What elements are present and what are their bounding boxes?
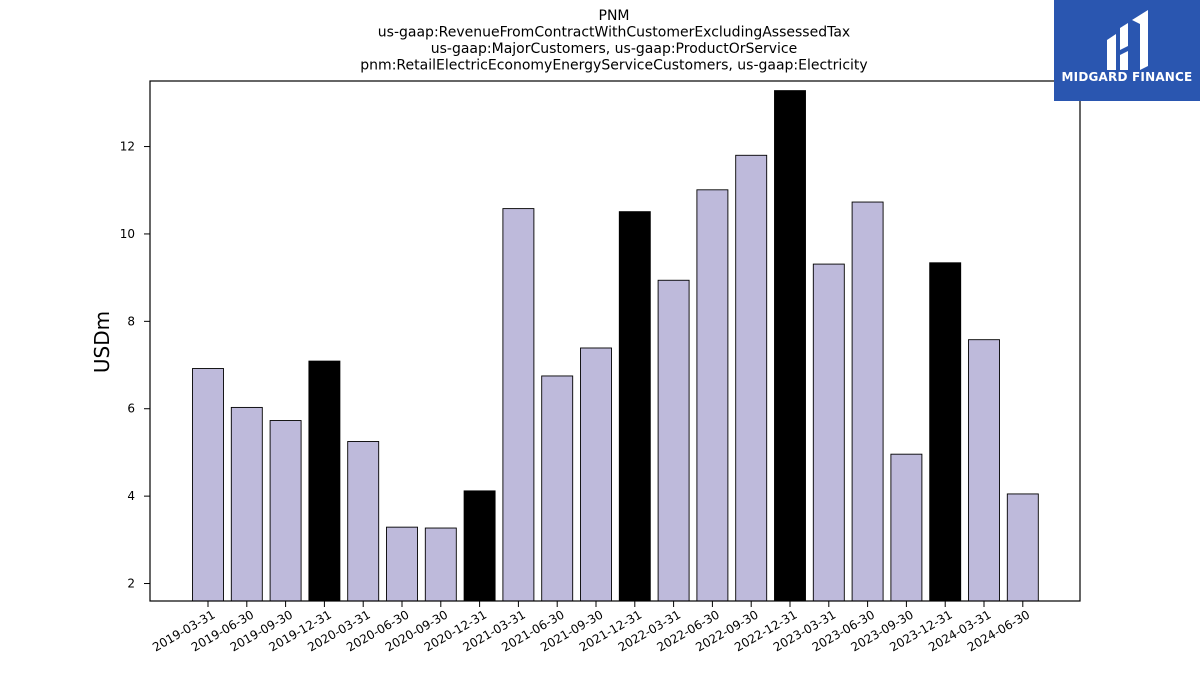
bar	[424, 527, 457, 602]
bar	[1006, 493, 1039, 602]
bar	[192, 368, 224, 602]
y-tick-label: 12	[120, 140, 135, 154]
bar	[657, 279, 690, 602]
y-axis-label: USDm	[90, 311, 114, 373]
title-line: us-gaap:MajorCustomers, us-gaap:ProductO…	[431, 41, 797, 57]
logo-mark-icon	[1107, 10, 1148, 70]
bar	[735, 154, 768, 602]
bar	[269, 420, 302, 602]
bar	[696, 189, 729, 602]
x-axis: 2019-03-312019-06-302019-09-302019-12-31…	[150, 601, 1032, 654]
y-tick-label: 4	[127, 489, 135, 503]
logo-text: MIDGARD FINANCE	[1062, 70, 1193, 84]
logo: MIDGARD FINANCE	[1054, 0, 1200, 101]
plot-frame	[149, 80, 1081, 602]
title-line: PNM	[599, 8, 630, 24]
bar	[502, 208, 535, 602]
y-tick-label: 6	[127, 402, 135, 416]
bar	[851, 201, 884, 602]
bar	[463, 490, 496, 602]
y-tick-label: 8	[127, 314, 135, 328]
bar	[580, 347, 612, 602]
bar	[230, 406, 263, 602]
bar	[347, 441, 380, 602]
bars	[192, 90, 1039, 602]
title-line: us-gaap:RevenueFromContractWithCustomerE…	[378, 25, 850, 41]
y-tick-label: 10	[120, 227, 135, 241]
bar	[541, 375, 574, 602]
bar	[812, 263, 845, 602]
bar	[774, 90, 806, 602]
bar	[968, 339, 1000, 602]
chart-title: PNMus-gaap:RevenueFromContractWithCustom…	[360, 8, 867, 74]
bar	[308, 360, 341, 602]
bar	[929, 262, 962, 602]
logo-background	[1054, 0, 1200, 101]
title-line: pnm:RetailElectricEconomyEnergyServiceCu…	[360, 58, 867, 74]
bar	[618, 211, 651, 602]
y-axis: 2 4 6 8 10 12	[120, 140, 150, 591]
y-tick-label: 2	[127, 577, 135, 591]
bar	[386, 526, 418, 602]
bar	[890, 453, 923, 602]
